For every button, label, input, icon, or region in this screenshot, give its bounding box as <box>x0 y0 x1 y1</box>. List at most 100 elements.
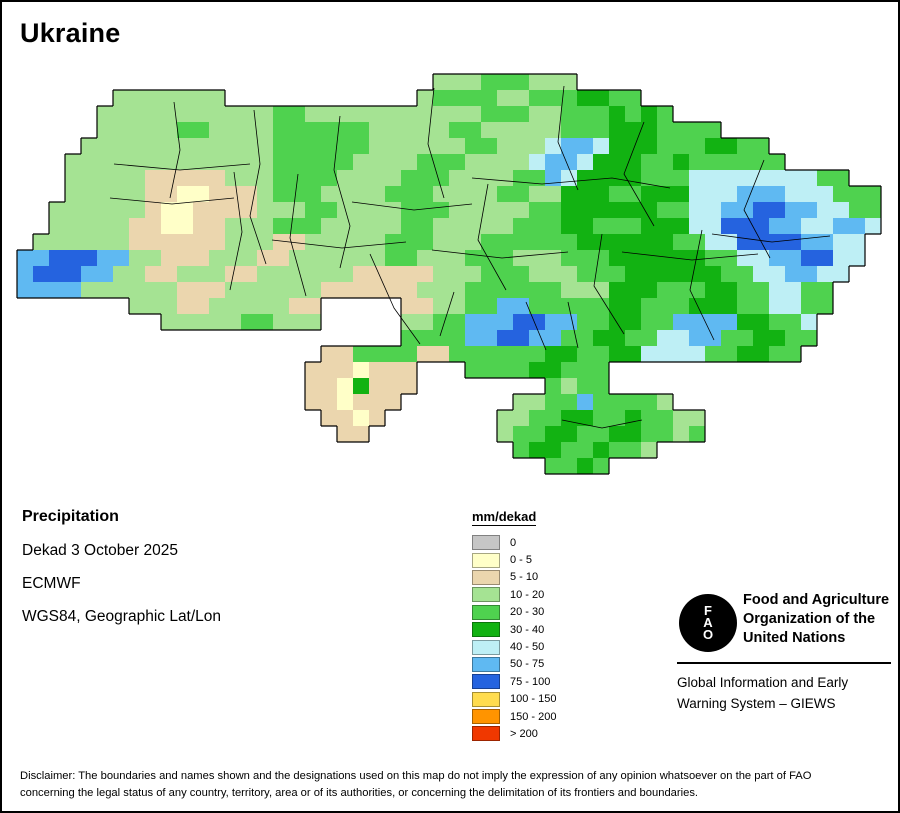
map-cell <box>337 106 353 122</box>
map-cell <box>353 202 369 218</box>
map-cell <box>481 298 497 314</box>
map-cell <box>769 346 785 362</box>
map-cell <box>721 170 737 186</box>
map-cell <box>177 266 193 282</box>
map-cell <box>817 234 833 250</box>
map-cell <box>625 282 641 298</box>
map-cell <box>177 250 193 266</box>
map-cell <box>17 282 33 298</box>
map-cell <box>449 266 465 282</box>
map-cell <box>529 266 545 282</box>
map-cell <box>33 266 49 282</box>
map-cell <box>657 394 673 410</box>
map-cell <box>513 74 529 90</box>
map-cell <box>721 298 737 314</box>
map-cell <box>545 378 561 394</box>
map-cell <box>305 202 321 218</box>
map-cell <box>833 266 849 282</box>
map-cell <box>145 106 161 122</box>
map-cell <box>593 442 609 458</box>
map-cell <box>273 218 289 234</box>
map-cell <box>689 186 705 202</box>
map-cell <box>385 122 401 138</box>
map-cell <box>497 122 513 138</box>
legend-label: 30 - 40 <box>510 623 545 636</box>
map-cell <box>609 442 625 458</box>
map-cell <box>273 186 289 202</box>
map-cell <box>561 234 577 250</box>
map-cell <box>673 266 689 282</box>
legend-item: 10 - 20 <box>472 586 556 603</box>
map-cell <box>209 106 225 122</box>
map-cell <box>625 394 641 410</box>
map-cell <box>209 282 225 298</box>
map-cell <box>321 138 337 154</box>
map-cell <box>337 394 353 410</box>
map-cell <box>145 218 161 234</box>
map-cell <box>433 282 449 298</box>
map-cell <box>449 250 465 266</box>
map-cell <box>481 314 497 330</box>
legend-items: 0 0 - 5 5 - 10 10 - 20 20 - 30 30 - 40 40 - 50… <box>472 534 556 743</box>
map-cell <box>289 106 305 122</box>
map-cell <box>225 154 241 170</box>
map-cell <box>289 186 305 202</box>
map-cell <box>609 250 625 266</box>
map-cell <box>273 314 289 330</box>
map-cell <box>321 282 337 298</box>
map-cell <box>769 330 785 346</box>
map-cell <box>449 170 465 186</box>
map-cell <box>33 250 49 266</box>
map-cell <box>321 154 337 170</box>
legend-swatch <box>472 569 500 585</box>
map-cell <box>513 410 529 426</box>
map-cell <box>737 170 753 186</box>
map-cell <box>657 202 673 218</box>
map-cell <box>481 282 497 298</box>
map-cell <box>209 170 225 186</box>
map-cell <box>801 330 817 346</box>
map-cell <box>625 298 641 314</box>
map-cell <box>113 122 129 138</box>
map-cell <box>545 426 561 442</box>
map-cell <box>705 234 721 250</box>
legend-item: 20 - 30 <box>472 604 556 621</box>
map-cell <box>545 362 561 378</box>
map-cell <box>625 410 641 426</box>
map-cell <box>801 234 817 250</box>
map-cell <box>529 442 545 458</box>
map-cell <box>625 426 641 442</box>
map-cell <box>577 346 593 362</box>
map-cell <box>97 250 113 266</box>
map-cell <box>481 234 497 250</box>
map-cell <box>705 266 721 282</box>
map-cell <box>833 170 849 186</box>
map-cell <box>305 362 321 378</box>
map-cell <box>321 218 337 234</box>
map-cell <box>641 298 657 314</box>
map-cell <box>577 410 593 426</box>
map-cell <box>497 218 513 234</box>
map-cell <box>433 234 449 250</box>
map-cell <box>129 202 145 218</box>
map-cell <box>657 234 673 250</box>
map-cell <box>465 362 481 378</box>
legend-label: 40 - 50 <box>510 641 545 654</box>
map-cell <box>289 250 305 266</box>
map-cell <box>305 250 321 266</box>
map-cell <box>193 202 209 218</box>
map-cell <box>529 410 545 426</box>
map-cell <box>305 314 321 330</box>
map-cell <box>593 362 609 378</box>
map-cell <box>785 202 801 218</box>
map-cell <box>49 250 65 266</box>
map-cell <box>417 298 433 314</box>
map-cell <box>801 186 817 202</box>
map-cell <box>673 282 689 298</box>
fao-logo-letter: F <box>704 603 712 619</box>
map-cell <box>753 266 769 282</box>
legend-swatch <box>472 604 500 620</box>
map-cell <box>353 282 369 298</box>
map-cell <box>593 330 609 346</box>
map-cell <box>577 458 593 474</box>
